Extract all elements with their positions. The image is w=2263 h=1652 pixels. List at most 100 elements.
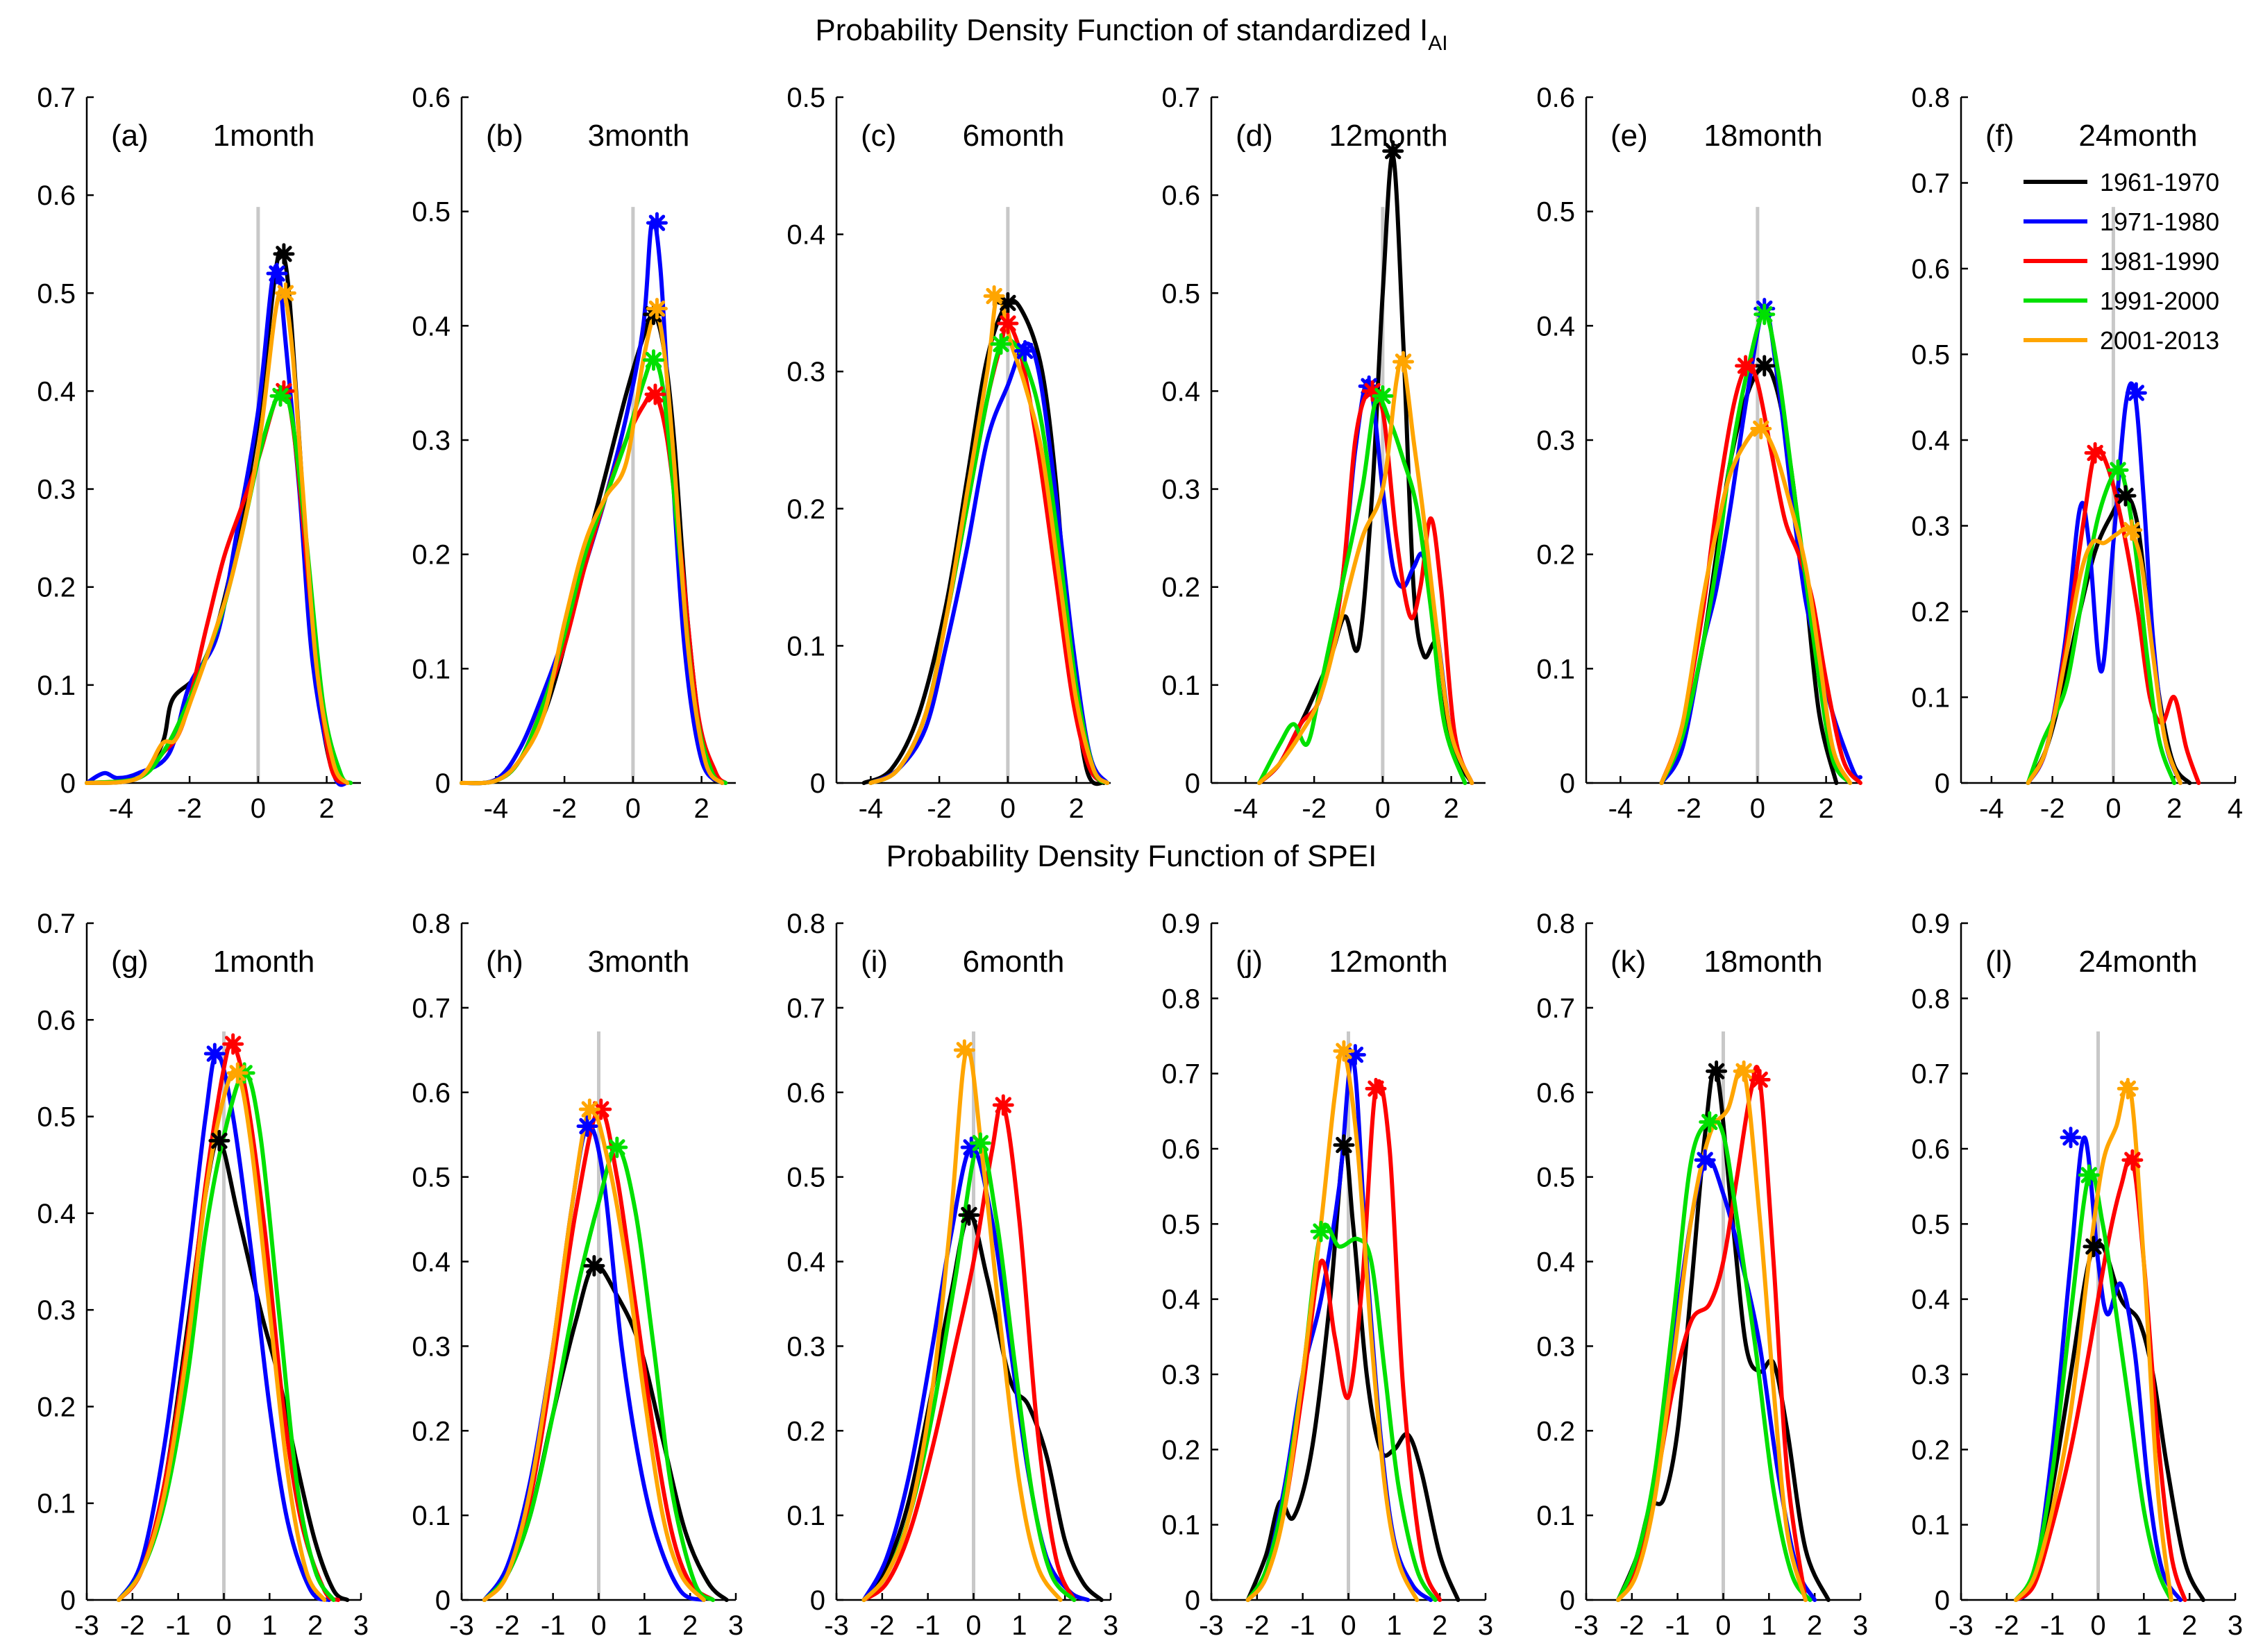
y-tick-label: 0.8: [1536, 909, 1575, 939]
y-tick-label: 0.4: [1911, 425, 1950, 456]
y-tick-label: 0.7: [1161, 83, 1200, 113]
y-tick-label: 0.5: [1161, 278, 1200, 309]
y-tick-label: 0.1: [412, 654, 451, 684]
peak-marker-2001-2013: [646, 298, 668, 320]
y-tick-label: 0.4: [786, 1247, 825, 1278]
x-tick-label: -1: [1290, 1610, 1315, 1641]
panel-title: 3month: [588, 119, 690, 153]
y-tick-label: 0.3: [1161, 475, 1200, 505]
panel-letter: (b): [486, 119, 523, 153]
x-tick-label: -1: [541, 1610, 566, 1641]
x-tick-label: 2: [1057, 1610, 1072, 1641]
peak-marker-1991-2000: [269, 385, 292, 407]
peak-marker-2001-2013: [983, 285, 1005, 307]
y-tick-label: 0: [1935, 1585, 1950, 1616]
x-tick-label: 2: [1807, 1610, 1822, 1641]
x-tick-label: -2: [870, 1610, 895, 1641]
panel-j: 00.10.20.30.40.50.60.70.80.9-3 -2 -1 0 1 2 3(j…: [1161, 909, 1493, 1641]
peak-marker-1971-1980: [203, 1043, 226, 1065]
x-tick-label: -2: [177, 793, 202, 824]
peak-marker-1981-1990: [1735, 355, 1757, 377]
x-tick-label: 3: [728, 1610, 743, 1641]
y-tick-label: 0.4: [1161, 376, 1200, 407]
peak-marker-2001-2013: [953, 1039, 975, 1061]
legend-item: 1991-2000: [2024, 287, 2219, 315]
peak-marker-2001-2013: [1393, 351, 1414, 373]
y-tick-label: 0.2: [1161, 573, 1200, 603]
y-tick-label: 0.2: [1536, 1416, 1575, 1447]
y-tick-label: 0.4: [786, 220, 825, 251]
legend-label: 2001-2013: [2100, 326, 2219, 355]
x-tick-label: -2: [1994, 1610, 2019, 1641]
panel-title: 3month: [588, 945, 690, 979]
y-tick-label: 0.5: [1536, 197, 1575, 228]
legend-item: 1971-1980: [2024, 208, 2219, 236]
x-tick-label: 0: [1000, 793, 1016, 824]
x-tick-label: -1: [1665, 1610, 1690, 1641]
y-tick-label: 0.6: [412, 83, 451, 113]
peak-marker-2001-2013: [226, 1062, 249, 1084]
x-tick-label: 2: [682, 1610, 698, 1641]
peak-marker-1961-1970: [958, 1204, 980, 1226]
legend-label: 1991-2000: [2100, 287, 2219, 315]
y-tick-label: 0.1: [412, 1501, 451, 1531]
x-tick-label: 0: [2090, 1610, 2105, 1641]
y-tick-label: 0.3: [786, 357, 825, 387]
y-tick-label: 0: [1185, 1585, 1200, 1616]
series-line-1991-2000: [868, 337, 1110, 785]
peak-marker-1981-1990: [644, 383, 666, 405]
series-line-1991-2000: [2014, 1170, 2173, 1602]
peak-marker-1991-2000: [1699, 1111, 1721, 1133]
panel-letter: (l): [1985, 945, 2012, 979]
peak-marker-1961-1970: [273, 243, 295, 265]
peak-marker-1981-1990: [992, 1094, 1014, 1116]
peak-marker-2001-2013: [2117, 1077, 2139, 1099]
panels: 0 0.1 0.2 0.3 0.4 0.5 0.6 0.7 -4 -2 0 2 (a) 1month 0 0.…: [37, 83, 2243, 1641]
top-row-title-sub: AI: [1428, 32, 1447, 55]
y-tick-label: 0: [1935, 768, 1950, 799]
panel-title: 1month: [213, 945, 315, 979]
y-tick-label: 0.2: [412, 1416, 451, 1447]
panel-letter: (f): [1985, 119, 2014, 153]
x-tick-label: 0: [251, 793, 266, 824]
series-line-1971-1980: [85, 264, 350, 787]
series-line-2001-2013: [460, 312, 725, 786]
y-tick-label: 0.2: [1911, 1435, 1950, 1465]
y-tick-label: 0.1: [1161, 1510, 1200, 1541]
y-tick-label: 0.3: [1911, 512, 1950, 542]
y-tick-label: 0.5: [412, 197, 451, 228]
y-tick-label: 0.9: [1161, 909, 1200, 939]
y-tick-label: 0.5: [1536, 1163, 1575, 1193]
panel-h: 00.10.20.30.40.50.60.70.8-3 -2 -1 0 1 2 3(h) 3m…: [412, 909, 743, 1641]
series-line-2001-2013: [2026, 526, 2182, 785]
y-tick-label: 0.9: [1911, 909, 1950, 939]
y-tick-label: 0.7: [37, 83, 76, 113]
panel-letter: (a): [111, 119, 149, 153]
peak-marker-1961-1970: [208, 1129, 230, 1152]
y-tick-label: 0.1: [1536, 1501, 1575, 1531]
y-tick-label: 0.3: [1911, 1360, 1950, 1390]
peak-marker-1971-1980: [646, 212, 668, 234]
x-tick-label: -2: [1302, 793, 1327, 824]
y-tick-label: 0.5: [1911, 340, 1950, 371]
peak-marker-1981-1990: [2121, 1149, 2144, 1171]
y-tick-label: 0.6: [1161, 1134, 1200, 1165]
y-tick-label: 0.3: [1161, 1360, 1200, 1390]
x-tick-label: -2: [1676, 793, 1701, 824]
peak-marker-1991-2000: [643, 349, 664, 371]
y-tick-label: 0.5: [412, 1163, 451, 1193]
series-line-1991-2000: [1245, 1222, 1438, 1602]
x-tick-label: 1: [637, 1610, 652, 1641]
x-tick-label: -2: [120, 1610, 145, 1641]
y-tick-label: 0.4: [1536, 311, 1575, 342]
x-tick-label: 3: [1478, 1610, 1493, 1641]
series-line-2001-2013: [1257, 355, 1474, 785]
y-tick-label: 0.3: [786, 1331, 825, 1362]
y-tick-label: 0.3: [37, 1295, 76, 1326]
y-tick-label: 0.2: [412, 540, 451, 571]
panel-e: 0 0.1 0.2 0.3 0.4 0.5 0.6 -4 -2 0 2 (e) 18month: [1536, 83, 1862, 824]
panel-title: 1month: [213, 119, 315, 153]
x-tick-label: 1: [2136, 1610, 2151, 1641]
x-tick-label: 4: [2228, 793, 2243, 824]
panel-title: 24month: [2078, 945, 2197, 979]
